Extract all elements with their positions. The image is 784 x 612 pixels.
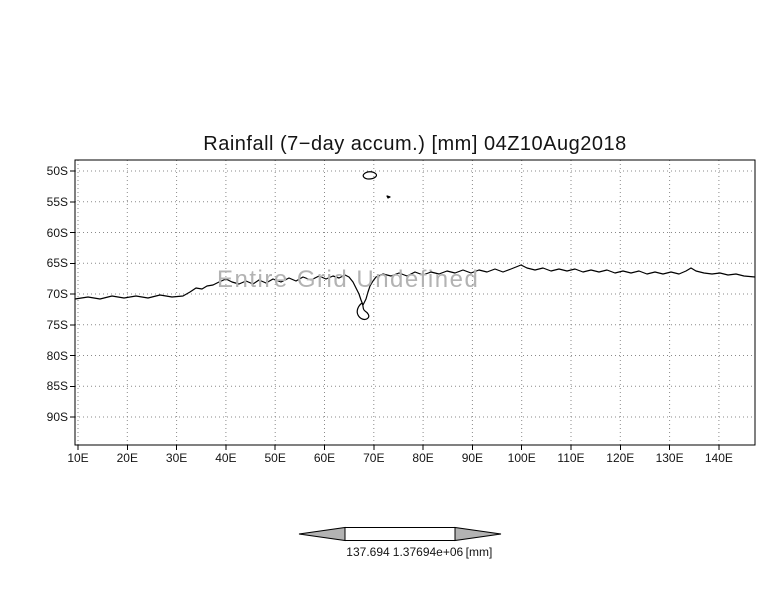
x-tick-label: 110E: [557, 451, 585, 465]
y-tick-label: 65S: [46, 256, 68, 271]
plot-frame: [74, 159, 756, 446]
x-tick-label: 40E: [215, 451, 237, 465]
plot-title: Rainfall (7−day accum.) [mm] 04Z10Aug201…: [203, 133, 627, 155]
x-tick-label: 100E: [507, 451, 536, 465]
y-tick-label: 55S: [46, 194, 68, 209]
x-tick-label: 20E: [116, 451, 138, 465]
y-tick-label: 75S: [46, 317, 68, 332]
x-tick-label: 140E: [704, 451, 733, 465]
colorbar-unit-label: [mm]: [465, 545, 493, 559]
y-tick-label: 50S: [46, 164, 68, 178]
colorbar-max-label: 1.37694e+06: [392, 545, 464, 559]
x-tick-label: 70E: [363, 451, 385, 465]
x-tick-label: 30E: [165, 451, 188, 465]
y-tick-label: 60S: [46, 225, 68, 240]
colorbar: [298, 526, 502, 542]
colorbar-box: [344, 527, 456, 541]
x-tick-label: 90E: [461, 451, 484, 465]
x-tick-label: 10E: [67, 451, 89, 465]
kerguelen-island: [362, 171, 378, 180]
tick-layer: [70, 170, 720, 450]
colorbar-min-label: 137.694: [346, 545, 390, 559]
colorbar-left-arrow-icon: [298, 526, 346, 542]
x-tick-label: 130E: [655, 451, 684, 465]
x-tick-label: 60E: [313, 451, 336, 465]
colorbar-right-arrow-icon: [454, 526, 502, 542]
grid-layer: [75, 160, 755, 445]
y-tick-label: 80S: [46, 348, 68, 363]
x-tick-label: 50E: [264, 451, 286, 465]
y-tick-label: 70S: [46, 287, 68, 301]
undefined-grid-message: Entire Grid Undefined: [217, 266, 480, 293]
heard-island: [386, 195, 391, 199]
y-tick-label: 85S: [46, 379, 68, 394]
amery-inlet-coast: [356, 302, 370, 321]
x-tick-label: 120E: [606, 451, 635, 465]
x-tick-label: 80E: [412, 451, 434, 465]
coastline: [74, 264, 756, 306]
y-tick-label: 90S: [46, 410, 68, 424]
